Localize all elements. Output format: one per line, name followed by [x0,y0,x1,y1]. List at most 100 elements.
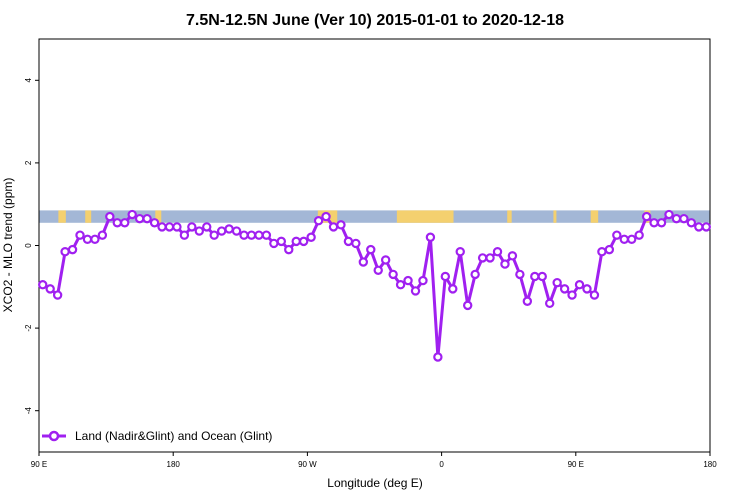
data-point [552,277,562,288]
x-tick-label: 90 E [568,460,584,469]
land-segment [58,210,66,223]
y-tick-label: 0 [24,243,33,248]
data-point [440,271,451,282]
data-point [224,224,234,234]
data-point [403,275,413,286]
data-point [120,218,130,228]
data-point [134,213,145,224]
data-point [522,296,533,306]
data-point [373,265,383,275]
data-point [448,284,458,294]
legend-label: Land (Nadir&Glint) and Ocean (Glint) [75,429,272,443]
data-point [276,236,287,247]
data-point [477,253,488,263]
data-point [298,236,309,247]
data-point [589,290,600,300]
land-segment [590,210,599,223]
data-point [105,211,115,222]
data-point [52,290,63,300]
data-point [559,284,570,294]
data-point [656,218,667,228]
data-point [149,218,160,228]
land-segment [85,210,92,223]
data-point [321,211,331,222]
data-point [127,209,137,220]
data-point [597,246,607,257]
data-point [291,236,301,247]
data-point [246,230,257,240]
data-point [686,218,697,228]
data-point [537,271,547,282]
data-point [641,211,652,222]
data-point [612,230,622,240]
data-point [202,222,212,232]
data-point [462,300,473,311]
data-point [619,234,629,245]
data-point [507,251,518,261]
series-layer [38,209,711,362]
data-point [380,255,391,265]
data-point [485,253,495,263]
legend-marker-swatch [48,430,60,442]
data-point [313,216,324,226]
x-axis: 90 E 180 90 W 0 90 E 180 [31,452,717,469]
data-point [216,226,227,236]
data-point [157,222,167,232]
data-point [515,269,525,280]
data-point [425,232,436,242]
data-point [567,290,577,300]
data-point [261,230,272,240]
data-point [574,280,585,290]
x-tick-label: 180 [167,460,181,469]
data-point [90,234,100,245]
data-point [67,244,78,255]
data-point [395,280,406,290]
land-segment [507,210,512,223]
y-tick-label: 4 [24,78,33,83]
data-point [545,298,555,309]
data-point [388,269,398,280]
land-mask-band [39,210,710,223]
x-tick-label: 180 [703,460,717,469]
data-point [239,230,249,240]
land-segment [155,210,162,223]
data-point [75,230,85,240]
data-point [60,246,70,257]
data-point [500,259,510,269]
y-axis-label: XCO2 - MLO trend (ppm) [1,178,15,313]
ocean-band [39,210,710,223]
data-point [179,230,190,240]
y-axis: -4 -2 0 2 4 [24,78,39,415]
data-point [455,246,465,257]
y-tick-label: -2 [24,324,33,332]
data-point [194,226,204,236]
x-tick-label: 90 W [298,460,317,469]
data-point [343,236,354,247]
data-point [701,222,711,232]
data-point [679,213,689,224]
data-point [97,230,108,240]
data-point [38,280,48,290]
data-point [366,244,376,255]
data-point [664,209,674,220]
y-tick-label: -4 [24,407,33,415]
data-point [112,218,122,228]
data-point [82,234,93,245]
data-point [671,213,682,224]
data-point [164,222,175,232]
data-point [634,230,644,240]
data-point [418,275,428,286]
land-segment [553,210,557,223]
x-axis-label: Longitude (deg E) [327,476,422,490]
data-point [604,244,615,255]
x-tick-label: 90 E [31,460,47,469]
data-point [336,220,346,230]
legend: Land (Nadir&Glint) and Ocean (Glint) [42,429,272,443]
data-point [45,284,55,294]
data-point [172,222,182,232]
data-point [284,244,294,255]
data-point [328,222,339,232]
data-point [254,230,264,240]
data-point [269,238,279,249]
